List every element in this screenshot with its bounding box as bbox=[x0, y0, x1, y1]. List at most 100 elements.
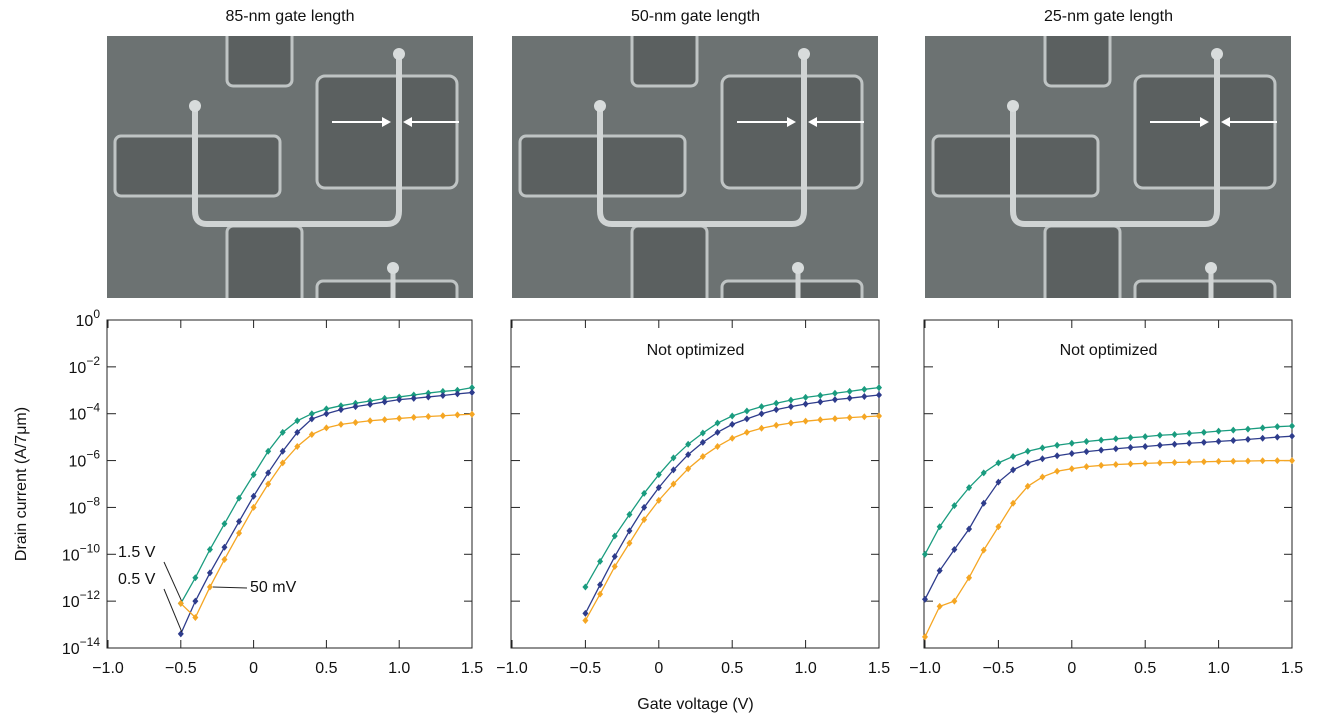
point bbox=[1274, 457, 1280, 464]
point bbox=[995, 459, 1001, 466]
point bbox=[744, 408, 750, 415]
point bbox=[729, 412, 735, 419]
chart-title: 25-nm gate length bbox=[1044, 8, 1173, 25]
point bbox=[425, 393, 431, 400]
plot-frame bbox=[924, 320, 1292, 648]
point bbox=[937, 603, 943, 610]
point bbox=[803, 394, 809, 401]
point bbox=[1025, 459, 1031, 466]
point bbox=[323, 424, 329, 431]
point bbox=[922, 551, 928, 558]
point bbox=[817, 416, 823, 423]
plot-frame bbox=[107, 320, 472, 648]
point bbox=[1039, 473, 1045, 480]
x-tick-label: 0.5 bbox=[315, 660, 337, 677]
point bbox=[396, 415, 402, 422]
point bbox=[861, 393, 867, 400]
point bbox=[832, 390, 838, 397]
x-tick-label: 1.0 bbox=[388, 660, 410, 677]
point bbox=[803, 418, 809, 425]
y-tick-label: 100 bbox=[76, 307, 101, 330]
point bbox=[1230, 437, 1236, 444]
point bbox=[744, 429, 750, 436]
point bbox=[876, 384, 882, 391]
series-line bbox=[925, 461, 1292, 637]
point bbox=[773, 406, 779, 413]
point bbox=[1039, 455, 1045, 462]
point bbox=[1083, 463, 1089, 470]
y-tick-label: 10−4 bbox=[69, 401, 101, 424]
point bbox=[832, 415, 838, 422]
point bbox=[1039, 444, 1045, 451]
point bbox=[1172, 441, 1178, 448]
point bbox=[382, 416, 388, 423]
point bbox=[1054, 442, 1060, 449]
x-tick-label: 0.5 bbox=[1134, 660, 1156, 677]
point bbox=[1289, 457, 1295, 464]
point bbox=[1142, 433, 1148, 440]
point bbox=[1245, 426, 1251, 433]
x-tick-label: −1.0 bbox=[909, 660, 941, 677]
series-line bbox=[925, 426, 1292, 554]
point bbox=[454, 390, 460, 397]
point bbox=[1186, 459, 1192, 466]
point bbox=[1216, 428, 1222, 435]
point bbox=[1186, 440, 1192, 447]
point bbox=[1172, 431, 1178, 438]
point bbox=[1069, 440, 1075, 447]
point bbox=[1157, 459, 1163, 466]
point bbox=[744, 415, 750, 422]
y-tick-label: 10−8 bbox=[69, 495, 101, 518]
point bbox=[876, 391, 882, 398]
point bbox=[1245, 457, 1251, 464]
point bbox=[788, 397, 794, 404]
point bbox=[1128, 460, 1134, 467]
point bbox=[817, 392, 823, 399]
x-tick-label: 1.0 bbox=[794, 660, 816, 677]
point bbox=[1010, 453, 1016, 460]
point bbox=[1069, 450, 1075, 457]
point bbox=[1289, 433, 1295, 440]
y-tick-label: 10−2 bbox=[69, 354, 101, 377]
point bbox=[1083, 448, 1089, 455]
point bbox=[411, 414, 417, 421]
point bbox=[353, 419, 359, 426]
x-tick-label: 0 bbox=[1067, 660, 1076, 677]
point bbox=[1201, 439, 1207, 446]
point bbox=[1216, 458, 1222, 465]
point bbox=[729, 435, 735, 442]
point bbox=[1201, 458, 1207, 465]
x-tick-label: −0.5 bbox=[165, 660, 197, 677]
point bbox=[1069, 465, 1075, 472]
point bbox=[338, 406, 344, 413]
y-tick-label: 10−6 bbox=[69, 448, 101, 471]
x-tick-label: 1.5 bbox=[868, 660, 890, 677]
point bbox=[759, 410, 765, 417]
point bbox=[1054, 468, 1060, 475]
series-label: 0.5 V bbox=[118, 571, 156, 588]
point bbox=[1054, 452, 1060, 459]
point bbox=[773, 422, 779, 429]
x-tick-label: 0 bbox=[654, 660, 663, 677]
point bbox=[221, 556, 227, 563]
point bbox=[922, 633, 928, 640]
y-tick-label: 10−12 bbox=[62, 588, 100, 611]
point bbox=[1128, 444, 1134, 451]
point bbox=[1098, 462, 1104, 469]
point bbox=[788, 420, 794, 427]
point bbox=[178, 630, 184, 637]
point bbox=[715, 420, 721, 427]
point bbox=[847, 388, 853, 395]
series-label: 50 mV bbox=[250, 579, 297, 596]
x-tick-label: 1.5 bbox=[461, 660, 483, 677]
y-tick-label: 10−10 bbox=[62, 541, 100, 564]
y-tick-label: 10−14 bbox=[62, 635, 100, 658]
x-axis-label: Gate voltage (V) bbox=[637, 696, 754, 713]
point bbox=[1142, 443, 1148, 450]
point bbox=[1274, 434, 1280, 441]
point bbox=[773, 400, 779, 407]
point bbox=[803, 400, 809, 407]
point bbox=[1142, 460, 1148, 467]
point bbox=[1025, 448, 1031, 455]
point bbox=[440, 392, 446, 399]
